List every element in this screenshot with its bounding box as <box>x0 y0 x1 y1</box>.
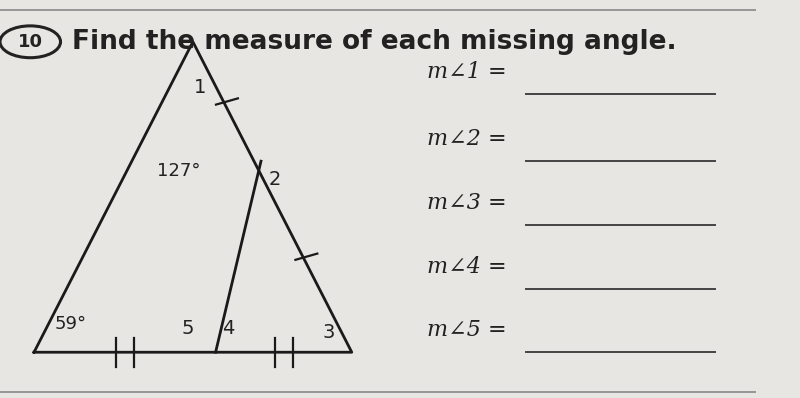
Text: 4: 4 <box>222 319 234 338</box>
Text: 5: 5 <box>182 319 194 338</box>
Text: 1: 1 <box>194 78 206 97</box>
Text: 127°: 127° <box>157 162 201 180</box>
Text: m∠3 =: m∠3 = <box>427 192 507 214</box>
Text: m∠4 =: m∠4 = <box>427 256 507 278</box>
Text: 3: 3 <box>323 323 335 342</box>
Text: Find the measure of each missing angle.: Find the measure of each missing angle. <box>72 29 677 55</box>
Text: 10: 10 <box>18 33 42 51</box>
Text: 59°: 59° <box>54 315 86 334</box>
Text: m∠5 =: m∠5 = <box>427 319 507 341</box>
Text: m∠1 =: m∠1 = <box>427 60 507 83</box>
Text: m∠2 =: m∠2 = <box>427 128 507 150</box>
Text: 2: 2 <box>269 170 281 189</box>
